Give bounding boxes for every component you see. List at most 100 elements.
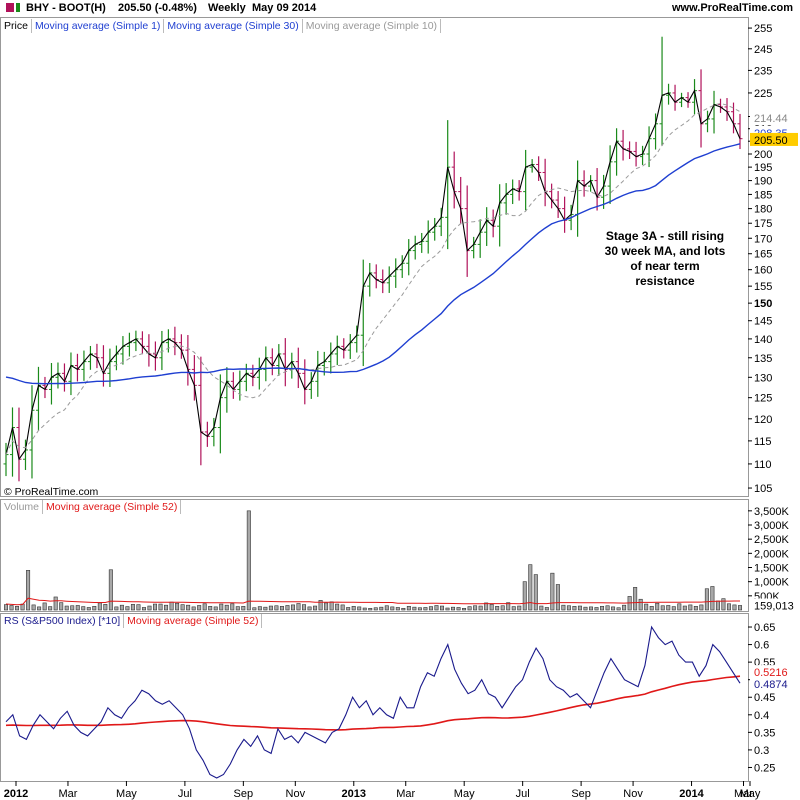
volume-bar bbox=[108, 569, 113, 611]
volume-bar bbox=[660, 605, 665, 611]
volume-bar bbox=[726, 603, 731, 611]
volume-bar bbox=[445, 607, 450, 611]
volume-bar bbox=[428, 606, 433, 611]
price-tick-label: 145 bbox=[754, 316, 772, 328]
volume-bar bbox=[169, 601, 174, 611]
volume-bar bbox=[329, 601, 334, 611]
volume-bar bbox=[583, 606, 588, 611]
price-tick-label: 120 bbox=[754, 414, 772, 426]
volume-bar bbox=[511, 606, 516, 611]
volume-bar bbox=[31, 604, 36, 611]
volume-bar bbox=[500, 605, 505, 611]
price-tick-label: 180 bbox=[754, 204, 772, 216]
volume-bar bbox=[600, 606, 605, 611]
volume-bar bbox=[81, 606, 86, 611]
volume-bar bbox=[677, 603, 682, 611]
date-tick-label: Nov bbox=[623, 788, 643, 800]
volume-bar bbox=[506, 602, 511, 611]
date-tick-label: May bbox=[116, 788, 137, 800]
volume-tick-label: 3,500K bbox=[754, 506, 790, 518]
volume-bar bbox=[539, 605, 544, 611]
legend-ma1[interactable]: Moving average (Simple 1) bbox=[32, 19, 165, 33]
volume-bar bbox=[197, 605, 202, 611]
legend-volume-ma[interactable]: Moving average (Simple 52) bbox=[43, 500, 182, 514]
volume-bar bbox=[119, 604, 124, 611]
date-label: May 09 2014 bbox=[252, 2, 317, 14]
legend-rs-ma[interactable]: Moving average (Simple 52) bbox=[124, 614, 263, 628]
rs-line bbox=[5, 625, 741, 779]
volume-bar bbox=[699, 604, 704, 611]
volume-bar bbox=[473, 605, 478, 611]
volume-bar bbox=[219, 603, 224, 611]
volume-bar bbox=[439, 605, 444, 611]
volume-bar bbox=[285, 605, 290, 611]
ma1-line bbox=[5, 89, 741, 461]
volume-bar bbox=[302, 604, 307, 611]
volume-bar bbox=[484, 602, 489, 611]
volume-last-tag: 159,013 bbox=[754, 600, 794, 612]
volume-bar bbox=[48, 606, 53, 611]
volume-bar bbox=[550, 572, 555, 611]
volume-bar bbox=[246, 510, 251, 611]
volume-bar bbox=[86, 607, 91, 611]
rs-tick-label: 0.6 bbox=[754, 640, 769, 652]
volume-bar bbox=[710, 586, 715, 611]
price-tick-label: 135 bbox=[754, 353, 772, 365]
price-tick-label: 170 bbox=[754, 233, 772, 245]
volume-bar bbox=[644, 603, 649, 611]
date-tick-label: Mar bbox=[734, 788, 753, 800]
volume-bar bbox=[70, 605, 75, 611]
volume-bar bbox=[561, 604, 566, 611]
rs-tick-label: 0.3 bbox=[754, 745, 769, 757]
volume-bar bbox=[202, 603, 207, 611]
price-tick-label: 255 bbox=[754, 23, 772, 35]
legend-ma10[interactable]: Moving average (Simple 10) bbox=[303, 19, 442, 33]
volume-bar bbox=[611, 606, 616, 611]
volume-bar bbox=[37, 606, 42, 611]
volume-last-tag-bg bbox=[750, 598, 798, 612]
volume-bar bbox=[324, 602, 329, 611]
price-tick-label: 165 bbox=[754, 249, 772, 261]
price-panel-frame bbox=[0, 17, 749, 497]
volume-bar bbox=[721, 598, 726, 611]
volume-bar bbox=[666, 605, 671, 611]
volume-bar bbox=[75, 605, 80, 611]
volume-bar bbox=[544, 607, 549, 611]
volume-bar bbox=[406, 606, 411, 611]
volume-bar bbox=[522, 581, 527, 611]
date-tick-label: Jul bbox=[178, 788, 192, 800]
volume-bar bbox=[655, 602, 660, 611]
rs-tick-label: 0.65 bbox=[754, 622, 775, 634]
volume-bar bbox=[478, 605, 483, 611]
legend-ma30[interactable]: Moving average (Simple 30) bbox=[164, 19, 303, 33]
date-tick-label: Jul bbox=[516, 788, 530, 800]
date-tick-label: Sep bbox=[571, 788, 591, 800]
price-tick-label: 130 bbox=[754, 372, 772, 384]
date-tick-label: 2014 bbox=[679, 788, 704, 800]
volume-bar bbox=[4, 604, 9, 611]
volume-bar bbox=[53, 596, 58, 611]
volume-bar bbox=[671, 606, 676, 611]
volume-tick-label: 2,500K bbox=[754, 534, 790, 546]
volume-bar bbox=[147, 605, 152, 611]
volume-bar bbox=[693, 606, 698, 611]
legend-price[interactable]: Price bbox=[1, 19, 32, 33]
volume-bar bbox=[130, 604, 135, 611]
volume-bar bbox=[594, 607, 599, 611]
volume-bar bbox=[357, 606, 362, 611]
candle-icon-green bbox=[16, 3, 20, 12]
volume-bar bbox=[423, 607, 428, 611]
legend-rs[interactable]: RS (S&P500 Index) [*10] bbox=[1, 614, 125, 628]
legend-volume[interactable]: Volume bbox=[1, 500, 44, 514]
volume-panel-frame bbox=[0, 499, 749, 612]
volume-bar bbox=[390, 606, 395, 611]
date-tick-label: 2012 bbox=[4, 788, 28, 800]
volume-bar bbox=[175, 602, 180, 611]
volume-bar bbox=[616, 607, 621, 611]
volume-bar bbox=[566, 605, 571, 611]
volume-bar bbox=[368, 607, 373, 611]
volume-bar bbox=[517, 605, 522, 611]
volume-bar bbox=[141, 607, 146, 611]
period-label: Weekly bbox=[208, 2, 246, 14]
price-tick-label: 245 bbox=[754, 44, 772, 56]
